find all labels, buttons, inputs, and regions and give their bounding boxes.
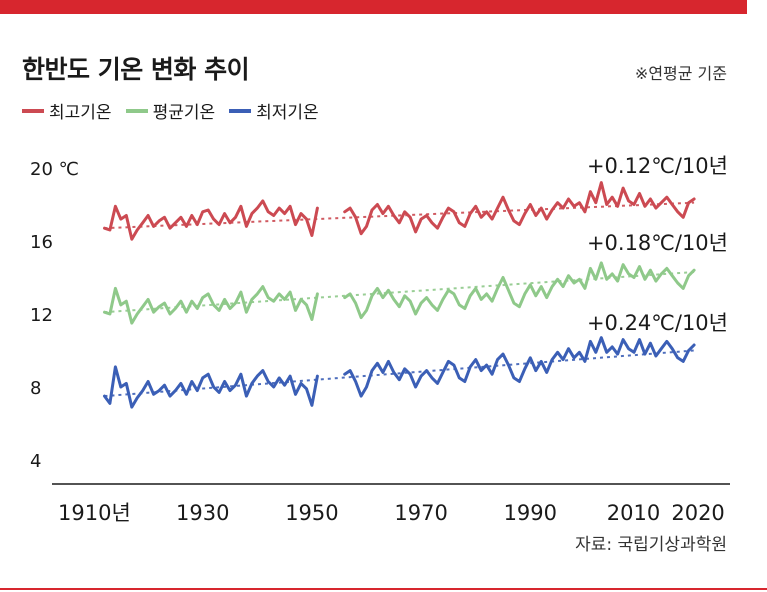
chart-legend: 최고기온 평균기온 최저기온 (22, 98, 319, 123)
legend-swatch-min (229, 108, 252, 113)
chart-title: 한반도 기온 변화 추이 (22, 55, 250, 84)
y-tick-label: 16 (30, 232, 53, 253)
y-tick-label: 8 (30, 378, 41, 399)
x-tick-label: 1990 (504, 501, 557, 525)
series-line (103, 336, 696, 409)
x-tick-label: 1970 (394, 501, 447, 525)
trend-label: +0.24℃/10년 (587, 311, 728, 335)
basis-note: ※연평균 기준 (634, 64, 727, 83)
x-tick-label: 1930 (176, 501, 229, 525)
x-tick-label: 1910년 (58, 501, 131, 525)
series-line (103, 261, 696, 325)
trend-label: +0.18℃/10년 (587, 231, 728, 255)
y-tick-label: 20 ℃ (30, 159, 79, 180)
x-tick-label: 1950 (285, 501, 338, 525)
legend-label-max: 최고기온 (49, 103, 112, 123)
series-line (103, 181, 696, 241)
top-accent-bar (0, 0, 747, 14)
x-tick-label: 2020 (671, 501, 724, 525)
legend-item-max: 최고기온 (22, 98, 112, 123)
y-tick-label: 12 (30, 305, 53, 326)
x-tick-label: 2010 (607, 501, 660, 525)
legend-swatch-mean (125, 108, 148, 113)
trend-line (104, 349, 695, 398)
legend-swatch-max (22, 108, 44, 113)
trend-line (104, 201, 695, 230)
source-note: 자료: 국립기상과학원 (575, 535, 727, 555)
legend-label-min: 최저기온 (256, 103, 319, 123)
y-tick-label: 4 (30, 451, 41, 472)
trend-label: +0.12℃/10년 (587, 154, 728, 178)
legend-item-min: 최저기온 (229, 98, 319, 123)
bottom-accent-line (0, 588, 767, 590)
legend-label-mean: 평균기온 (152, 103, 216, 123)
legend-item-mean: 평균기온 (125, 98, 216, 123)
